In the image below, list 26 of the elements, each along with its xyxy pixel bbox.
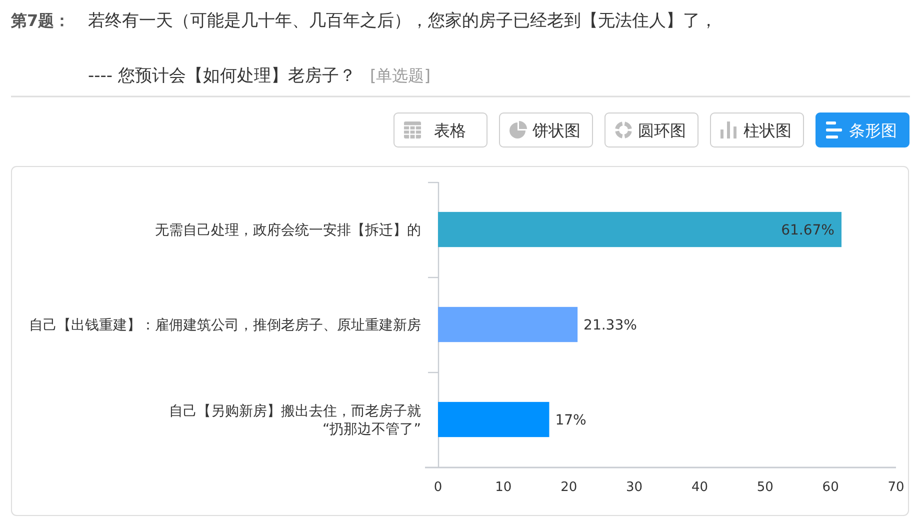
- text: 饼状图: [532, 121, 580, 140]
- text: [单选题]: [370, 66, 430, 85]
- x-tick-label: 0: [434, 480, 442, 495]
- y-tick-label: 自己【另购新房】搬出去住，而老房子就 “扔那边不管了”: [169, 404, 421, 438]
- text: ---- 您预计会【如何处理】老房子？: [88, 66, 356, 86]
- text: 表格: [434, 121, 466, 140]
- text: 圆环图: [638, 121, 686, 140]
- x-tick-label: 20: [560, 480, 578, 495]
- bar: [438, 402, 550, 438]
- data-label: 61.67%: [781, 222, 834, 238]
- data-label: 17%: [555, 412, 586, 428]
- chart-title: 若终有一天（可能是几十年、几百年之后），您家的房子已经老到【无法住人】了，: [88, 11, 717, 31]
- y-tick-label: 无需自己处理，政府会统一安排【拆迁】的: [155, 222, 421, 238]
- y-tick-label: 自己【出钱重建】：雇佣建筑公司，推倒老房子、原址重建新房: [29, 318, 421, 334]
- data-label: 21.33%: [584, 318, 637, 334]
- bar: [438, 306, 578, 342]
- text: 柱状图: [744, 121, 792, 140]
- text: 条形图: [849, 121, 897, 140]
- x-tick-label: 70: [888, 480, 904, 495]
- bar: [438, 212, 842, 248]
- x-tick-label: 10: [495, 480, 512, 495]
- x-tick-label: 40: [691, 480, 708, 495]
- x-tick-label: 60: [822, 480, 839, 495]
- x-tick-label: 30: [626, 480, 643, 495]
- text: 第7题：: [10, 11, 70, 30]
- x-tick-label: 50: [756, 480, 774, 495]
